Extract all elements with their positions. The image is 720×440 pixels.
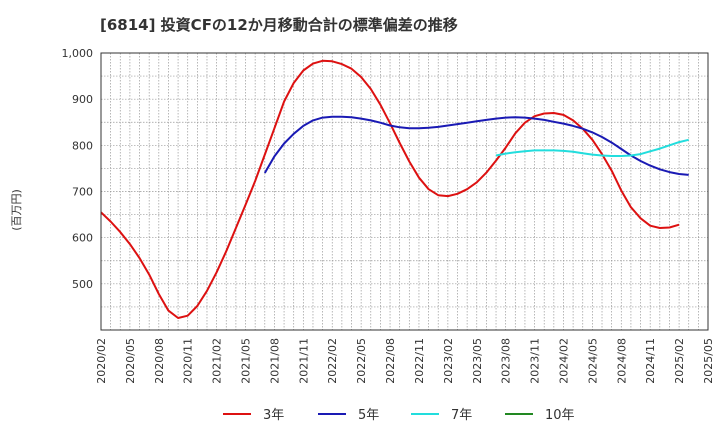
x-tick-label: 2020/08 xyxy=(153,338,166,384)
x-tick-label: 2023/02 xyxy=(442,338,455,384)
x-tick-label: 2024/08 xyxy=(615,338,628,384)
chart-title: [6814] 投資CFの12か月移動合計の標準偏差の推移 xyxy=(100,16,458,34)
x-tick-label: 2021/11 xyxy=(297,338,310,384)
legend-label: 7年 xyxy=(451,408,472,423)
series-line xyxy=(263,115,689,176)
x-tick-label: 2023/11 xyxy=(529,338,542,384)
plot-frame xyxy=(100,52,709,331)
x-tick-label: 2022/05 xyxy=(355,338,368,384)
legend-label: 5年 xyxy=(358,408,379,423)
y-tick-label: 500 xyxy=(72,278,93,291)
series-lines xyxy=(100,59,689,319)
y-tick-label: 600 xyxy=(72,232,93,245)
x-tick-label: 2022/08 xyxy=(384,338,397,384)
y-tick-label: 700 xyxy=(72,186,93,199)
x-tick-labels: 2020/02 2020/05 2020/08 2020/11 2021/02 2021/… xyxy=(95,338,715,384)
x-tick-label: 2023/05 xyxy=(471,338,484,384)
grid xyxy=(100,52,709,330)
x-tick-label: 2022/11 xyxy=(413,338,426,384)
y-tick-label: 800 xyxy=(72,139,93,152)
x-tick-label: 2021/02 xyxy=(211,338,224,384)
legend: 3年 5年 7年 10年 xyxy=(223,408,575,423)
x-tick-label: 2021/05 xyxy=(240,338,253,384)
x-tick-label: 2024/05 xyxy=(586,338,599,384)
x-tick-label: 2021/08 xyxy=(268,338,281,384)
x-tick-label: 2022/02 xyxy=(326,338,339,384)
x-tick-label: 2024/02 xyxy=(557,338,570,384)
x-tick-label: 2020/11 xyxy=(182,338,195,384)
x-tick-label: 2024/11 xyxy=(644,338,657,384)
legend-label: 3年 xyxy=(263,408,284,423)
x-tick-label: 2020/05 xyxy=(124,338,137,384)
x-tick-label: 2025/05 xyxy=(702,338,715,384)
legend-label: 10年 xyxy=(545,408,575,423)
x-tick-label: 2020/02 xyxy=(95,338,108,384)
y-tick-labels: 500 600 700 800 900 1,000 xyxy=(62,47,94,291)
axes xyxy=(100,52,709,331)
y-tick-label: 1,000 xyxy=(62,47,94,60)
x-tick-label: 2025/02 xyxy=(673,338,686,384)
x-tick-label: 2023/08 xyxy=(500,338,513,384)
series-line xyxy=(495,138,689,157)
y-axis-label: (百万円) xyxy=(10,189,23,231)
y-tick-label: 900 xyxy=(72,93,93,106)
